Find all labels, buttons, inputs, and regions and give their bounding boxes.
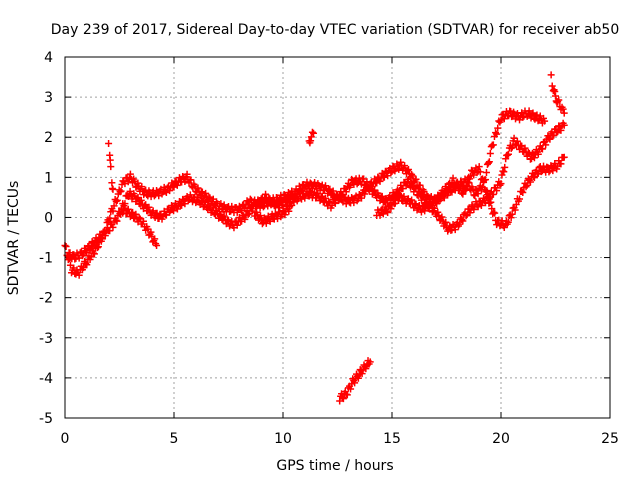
y-tick-label: 1 bbox=[44, 170, 53, 186]
data-point-markers bbox=[305, 128, 318, 147]
data-point-markers bbox=[336, 357, 374, 405]
plot-frame bbox=[64, 56, 611, 419]
x-tick-label: 15 bbox=[383, 431, 401, 447]
y-tick-label: 0 bbox=[44, 210, 53, 226]
y-tick-label: -3 bbox=[39, 331, 53, 347]
x-tick-label: 0 bbox=[61, 431, 70, 447]
y-axis-label: SDTVAR / TECUs bbox=[6, 181, 22, 296]
x-tick-label: 25 bbox=[601, 431, 619, 447]
x-tick-label: 20 bbox=[492, 431, 510, 447]
data-point-markers bbox=[373, 153, 568, 231]
y-tick-label: -1 bbox=[39, 251, 53, 267]
tick-labels: 0 5 10 15 20 25 -5 -4 -3 -2 -1 0 1 2 3 4 bbox=[39, 50, 619, 447]
data-point-markers bbox=[105, 140, 117, 193]
y-tick-label: 2 bbox=[44, 130, 53, 146]
y-tick-label: -5 bbox=[39, 411, 53, 427]
data-point-markers bbox=[118, 204, 161, 250]
data-point-markers bbox=[251, 199, 296, 228]
data-series-sdtvar bbox=[61, 71, 568, 405]
y-tick-label: -4 bbox=[39, 371, 53, 387]
x-axis-label: GPS time / hours bbox=[276, 458, 393, 474]
y-tick-label: 4 bbox=[44, 50, 53, 66]
y-tick-label: -2 bbox=[39, 291, 53, 307]
chart-title: Day 239 of 2017, Sidereal Day-to-day VTE… bbox=[51, 22, 620, 38]
data-point-markers bbox=[63, 119, 568, 263]
x-tick-label: 5 bbox=[170, 431, 179, 447]
x-tick-label: 10 bbox=[274, 431, 292, 447]
data-point-markers bbox=[547, 71, 568, 117]
y-tick-label: 3 bbox=[44, 90, 53, 106]
